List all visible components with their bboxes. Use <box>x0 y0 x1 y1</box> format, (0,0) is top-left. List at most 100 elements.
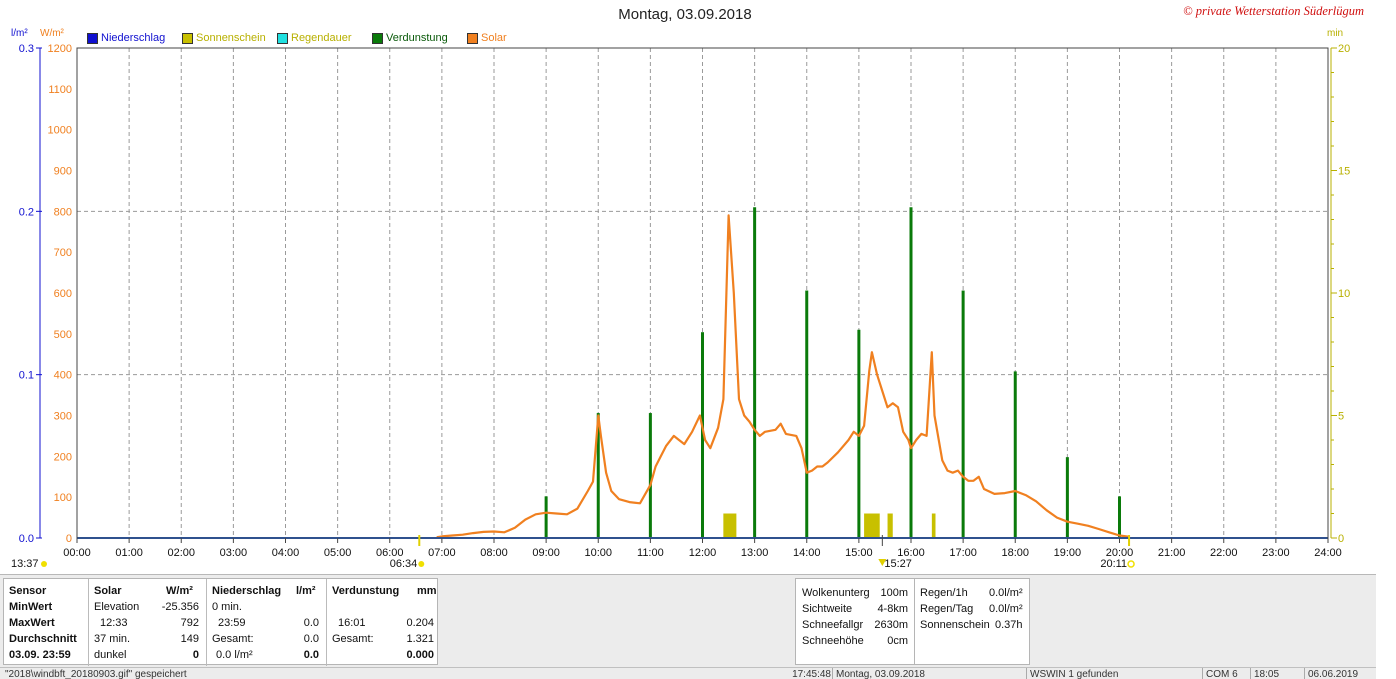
rain-1h-value: 0.0l/m² <box>989 587 1023 599</box>
solar-axis-ticks: 0 100 200 300 400 500 600 700 800 900 1000 1100 1200 <box>48 43 72 545</box>
legend-swatch <box>182 32 193 44</box>
time-tick-label: 10:00 <box>584 547 612 559</box>
time-tick-label: 08:00 <box>480 547 508 559</box>
time-tick-label: 05:00 <box>324 547 352 559</box>
time-tick-label: 14:00 <box>793 547 821 559</box>
snow-depth-value: 0cm <box>887 635 908 647</box>
status-file: "2018\windbft_20180903.gif" gespeichert <box>5 669 187 679</box>
legend-niederschlag: Niederschlag <box>87 32 165 44</box>
precip-max-value: 0.0 <box>303 617 319 629</box>
time-tick-label: 02:00 <box>167 547 195 559</box>
status-today: 06.06.2019 <box>1304 668 1376 679</box>
rain-info: Regen/1h 0.0l/m² Regen/Tag 0.0l/m² Sonne… <box>914 578 1030 665</box>
cloud-base-label: Wolkenunterg <box>802 587 870 599</box>
evaporation-bar <box>701 332 704 538</box>
legend-swatch <box>372 32 383 44</box>
evap-max-value: 0.204 <box>406 617 434 629</box>
sunshine-bar <box>931 513 936 538</box>
minutes-tick-label: 5 <box>1338 411 1344 423</box>
precip-min-label: 0 min. <box>212 601 242 613</box>
legend-solar: Solar <box>467 32 507 44</box>
precip-axis-ticks: 0.0 0.1 0.2 0.3 <box>19 43 42 545</box>
solar-unit: W/m² <box>166 585 193 597</box>
evaporation-bar <box>753 207 757 538</box>
evaporation-bar <box>544 496 548 538</box>
sunset-icon <box>1127 560 1135 568</box>
time-tick-label: 24:00 <box>1314 547 1342 559</box>
solar-min-label: Elevation <box>94 601 140 613</box>
row-label-date: 03.09. 23:59 <box>9 649 71 661</box>
precip-tick-label: 0.0 <box>19 533 34 545</box>
time-tick-label: 03:00 <box>220 547 248 559</box>
solar-current-value: 0 <box>192 649 199 661</box>
precip-total-value: 0.0 <box>303 633 319 645</box>
legend-label: Sonnenschein <box>196 32 266 44</box>
evaporation-bar <box>961 290 965 538</box>
time-axis-ticks: 00:00 01:00 02:00 03:00 04:00 05:00 06:00 07:00… <box>63 538 1342 559</box>
evaporation-bar <box>596 413 600 538</box>
snowline-value: 2630m <box>874 619 908 631</box>
time-tick-label: 07:00 <box>428 547 456 559</box>
sunset-label: 20:11 <box>1100 558 1127 570</box>
evap-total-value: 1.321 <box>406 633 434 645</box>
time-tick-label: 12:00 <box>689 547 717 559</box>
time-tick-label: 11:00 <box>637 547 664 559</box>
evaporation-bars <box>544 207 1121 538</box>
snow-depth-label: Schneehöhe <box>802 635 864 647</box>
row-label-min: MinWert <box>9 601 53 613</box>
moonrise-label: 13:37 <box>11 558 39 570</box>
time-tick-label: 01:00 <box>115 547 143 559</box>
time-tick-label: 06:00 <box>376 547 404 559</box>
visibility-value: 4-8km <box>877 603 908 615</box>
precip-tick-label: 0.3 <box>19 43 34 55</box>
solar-tick-label: 700 <box>54 247 72 259</box>
evaporation-bar <box>1118 496 1121 538</box>
sunshine-bar <box>887 513 893 538</box>
legend-verdunstung: Verdunstung <box>372 32 448 44</box>
legend-label: Niederschlag <box>101 32 166 44</box>
time-tick-label: 20:00 <box>1106 547 1134 559</box>
rain-day-value: 0.0l/m² <box>989 603 1023 615</box>
row-label-sensor: Sensor <box>9 585 47 597</box>
visibility-label: Sichtweite <box>802 603 853 615</box>
minutes-axis-ticks: 0 5 10 15 20 <box>1330 43 1350 545</box>
evaporation-bar <box>1013 371 1017 538</box>
cloud-base-value: 100m <box>880 587 908 599</box>
evap-max-time: 16:01 <box>338 617 366 629</box>
legend-label: Regendauer <box>291 32 352 44</box>
evap-unit: mm <box>417 585 437 597</box>
solar-current-label: dunkel <box>94 649 127 661</box>
precip-current-label: 0.0 l/m² <box>216 649 253 661</box>
unit-precip-label: l/m² <box>11 28 28 39</box>
solar-tick-label: 600 <box>54 288 72 300</box>
time-tick-label: 13:00 <box>741 547 769 559</box>
legend-regendauer: Regendauer <box>277 32 352 44</box>
rain-1h-label: Regen/1h <box>920 587 968 599</box>
solar-tick-label: 300 <box>54 411 72 423</box>
time-tick-label: 22:00 <box>1210 547 1238 559</box>
time-tick-label: 04:00 <box>272 547 300 559</box>
time-tick-label: 00:00 <box>63 547 91 559</box>
rain-day-label: Regen/Tag <box>920 603 974 615</box>
precip-max-time: 23:59 <box>218 617 246 629</box>
weather-chart: 0.00.10.20.3 010020030040050060070080090… <box>11 43 1350 570</box>
legend-label: Verdunstung <box>386 32 448 44</box>
minutes-tick-label: 0 <box>1338 533 1344 545</box>
solar-tick-label: 1200 <box>48 43 72 55</box>
legend-sonnenschein: Sonnenschein <box>182 32 266 44</box>
solar-tick-label: 1100 <box>48 84 72 96</box>
transit-label: 15:27 <box>884 558 912 570</box>
precip-tick-label: 0.1 <box>19 370 34 382</box>
copyright-label: © private Wetterstation Süderlügum <box>1183 4 1364 18</box>
precip-tick-label: 0.2 <box>19 206 34 218</box>
time-tick-label: 16:00 <box>897 547 925 559</box>
stats-panel: Sensor MinWert MaxWert Durchschnitt 03.0… <box>0 574 1376 667</box>
sunshine-label: Sonnenschein <box>920 619 990 631</box>
precip-head: Niederschlag <box>212 585 282 597</box>
sunshine-bar <box>864 513 880 538</box>
time-tick-label: 21:00 <box>1158 547 1186 559</box>
evap-current-value: 0.000 <box>406 649 434 661</box>
sunrise-label: 06:34 <box>390 558 418 570</box>
time-tick-label: 19:00 <box>1054 547 1082 559</box>
minutes-tick-label: 10 <box>1338 288 1350 300</box>
